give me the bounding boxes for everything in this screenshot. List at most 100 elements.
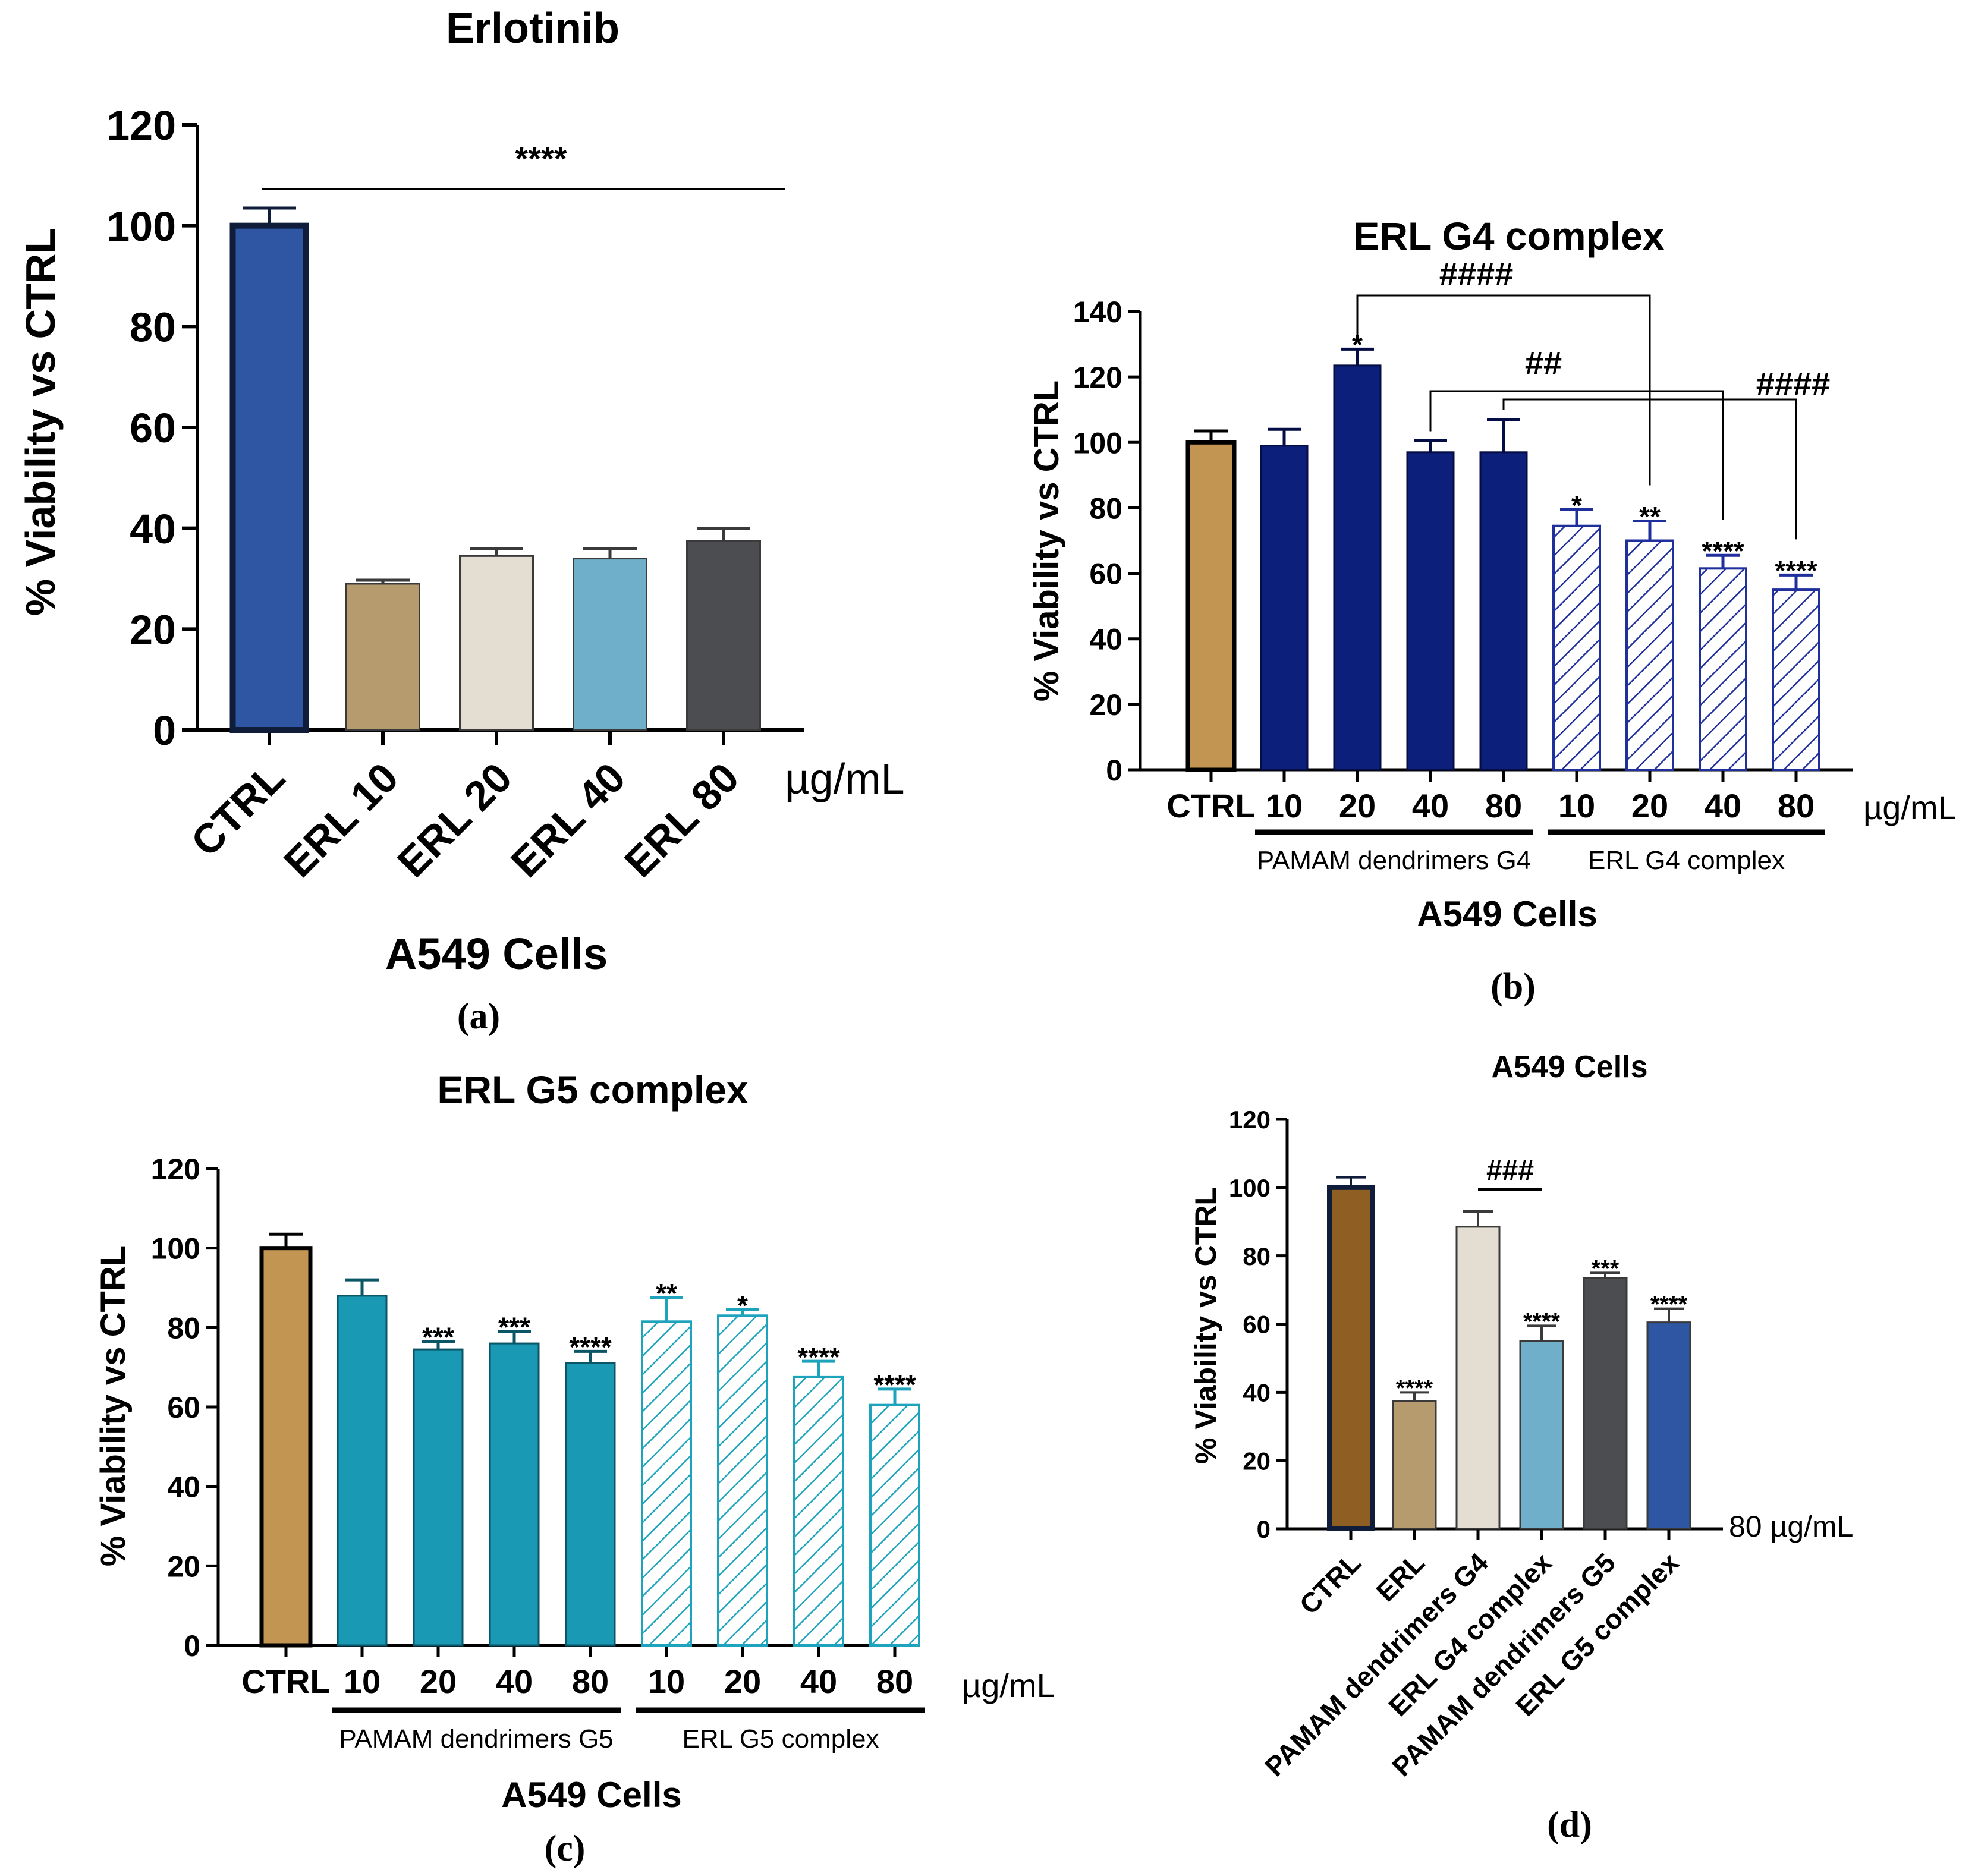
b-x-tick-label: 80	[1778, 787, 1815, 824]
d-y-tick-label: 100	[1229, 1174, 1271, 1202]
panel-c-unit: µg/mL	[962, 1667, 1055, 1704]
a-y-tick-label: 80	[130, 304, 176, 351]
c-sig-label: **	[656, 1278, 677, 1309]
d-bar-2	[1455, 1226, 1501, 1530]
panel-a-title: Erlotinib	[446, 5, 619, 52]
panel-b-erl-g4-complex: ERL G4 complex % Viability vs CTRL 0 20 40…	[1027, 214, 1957, 1007]
c-bar-4	[565, 1362, 616, 1647]
b-x-tick-label: 20	[1339, 787, 1376, 824]
b-bracket-label: ####	[1756, 365, 1831, 402]
c-x-tick-label: 40	[800, 1663, 837, 1700]
c-group-label: PAMAM dendrimers G5	[339, 1724, 613, 1754]
panel-a-erlotinib: Erlotinib % Viability vs CTRL 0 20 40 60 80 1…	[17, 5, 905, 1037]
c-y-tick-label: 100	[151, 1232, 200, 1266]
b-y-tick-label: 0	[1106, 754, 1122, 787]
panel-a-significance: ****	[262, 140, 785, 190]
b-bracket	[1502, 398, 1797, 540]
c-sig-label: ***	[422, 1321, 454, 1352]
b-bar-1	[1260, 445, 1309, 771]
b-group-label: ERL G4 complex	[1588, 846, 1785, 875]
c-x-tick-label: 20	[420, 1663, 457, 1700]
b-y-tick-label: 140	[1073, 295, 1122, 329]
b-bar-8	[1772, 588, 1820, 771]
c-bar-7	[793, 1375, 844, 1647]
b-bracket-label: ####	[1439, 255, 1514, 292]
c-sig-label: ****	[797, 1342, 840, 1373]
a-x-tick-label: ERL 80	[616, 754, 748, 886]
panel-a-x-label: A549 Cells	[385, 929, 608, 978]
b-bar-7	[1699, 567, 1747, 772]
b-y-tick-label: 20	[1089, 688, 1122, 722]
b-x-tick-label: 40	[1705, 787, 1741, 824]
c-y-tick-label: 40	[167, 1471, 200, 1504]
c-bar-8	[869, 1403, 920, 1647]
b-x-tick-label: 10	[1558, 787, 1595, 824]
b-x-tick-label: CTRL	[1166, 787, 1255, 824]
b-y-tick-label: 120	[1073, 361, 1122, 394]
panel-a-y-label: % Viability vs CTRL	[17, 228, 64, 616]
b-bar-0	[1185, 440, 1237, 772]
a-y-tick-label: 20	[130, 607, 176, 653]
b-y-tick-label: 60	[1089, 558, 1122, 591]
panel-b-x-label: A549 Cells	[1417, 894, 1598, 934]
c-x-tick-label: 10	[648, 1663, 685, 1700]
panel-d-y-axis: 0 20 40 60 80 100 120	[1229, 1106, 1723, 1543]
c-sig-label: ****	[873, 1370, 916, 1400]
d-sig-label: ****	[1396, 1375, 1433, 1401]
b-x-tick-label: 80	[1485, 787, 1522, 824]
b-x-tick-label: 10	[1266, 787, 1303, 824]
panel-d-unit: 80 µg/mL	[1729, 1510, 1853, 1543]
panel-a-bars	[229, 206, 761, 733]
b-x-tick-label: 40	[1412, 787, 1449, 824]
c-x-tick-label: 80	[876, 1663, 913, 1700]
panel-b-y-label: % Viability vs CTRL	[1027, 380, 1066, 701]
c-sig-label: ****	[569, 1332, 612, 1362]
d-y-tick-label: 20	[1243, 1447, 1271, 1475]
c-x-tick-label: 10	[344, 1663, 380, 1700]
d-bar-5	[1646, 1321, 1691, 1530]
c-bar-3	[489, 1342, 540, 1647]
a-x-tick-label: ERL 20	[389, 754, 521, 886]
b-sig-label: *	[1571, 490, 1582, 521]
b-sig-label: *	[1352, 329, 1363, 360]
panel-b-y-axis: 0 20 40 60 80 100 120 140	[1073, 295, 1853, 787]
panel-d-y-label: % Viability vs CTRL	[1189, 1187, 1222, 1464]
d-y-tick-label: 80	[1243, 1242, 1271, 1270]
a-bar-0	[229, 222, 309, 733]
c-y-tick-label: 20	[167, 1550, 200, 1583]
b-bar-4	[1479, 451, 1528, 771]
b-y-tick-label: 100	[1073, 426, 1122, 459]
panel-a-significance-label: ****	[515, 140, 567, 177]
b-bracket	[1429, 390, 1724, 520]
panel-c-bars: *** ********* *********	[259, 1232, 920, 1648]
panel-b-x-tick-labels: CTRL 10 20 40 80 10 20 40 80 PAMAM dendrimers G4 E…	[1166, 787, 1825, 875]
c-bar-2	[413, 1348, 464, 1647]
a-y-tick-label: 60	[130, 405, 176, 451]
d-y-tick-label: 0	[1257, 1515, 1271, 1543]
d-y-tick-label: 60	[1243, 1311, 1271, 1339]
d-sig-label: ***	[1592, 1255, 1619, 1282]
d-sig-label: ****	[1650, 1292, 1688, 1318]
d-y-tick-label: 40	[1243, 1378, 1271, 1406]
panel-b-bars: ** **********	[1185, 329, 1820, 772]
c-bar-0	[259, 1246, 313, 1648]
c-x-tick-label: 20	[724, 1663, 761, 1700]
b-group-label: PAMAM dendrimers G4	[1257, 846, 1531, 875]
panel-d-significance-label: ###	[1486, 1155, 1534, 1186]
panel-c-panel-label: (c)	[545, 1828, 586, 1869]
c-x-tick-label: CTRL	[241, 1663, 330, 1700]
a-y-tick-label: 40	[130, 506, 176, 552]
panel-d-bars: ***************	[1327, 1176, 1691, 1532]
c-group-label: ERL G5 complex	[683, 1724, 879, 1754]
panel-b-unit: µg/mL	[1863, 789, 1957, 826]
d-bar-0	[1327, 1185, 1375, 1532]
c-bar-1	[337, 1295, 388, 1647]
panel-d-comparison: A549 Cells % Viability vs CTRL 0 20 40 60 80…	[1189, 1050, 1853, 1845]
b-sig-label: ****	[1702, 536, 1744, 566]
panel-b-brackets: ##########	[1356, 255, 1831, 540]
panel-d-significance: ###	[1478, 1155, 1542, 1191]
panel-c-title: ERL G5 complex	[437, 1068, 749, 1112]
b-sig-label: ****	[1775, 555, 1817, 586]
